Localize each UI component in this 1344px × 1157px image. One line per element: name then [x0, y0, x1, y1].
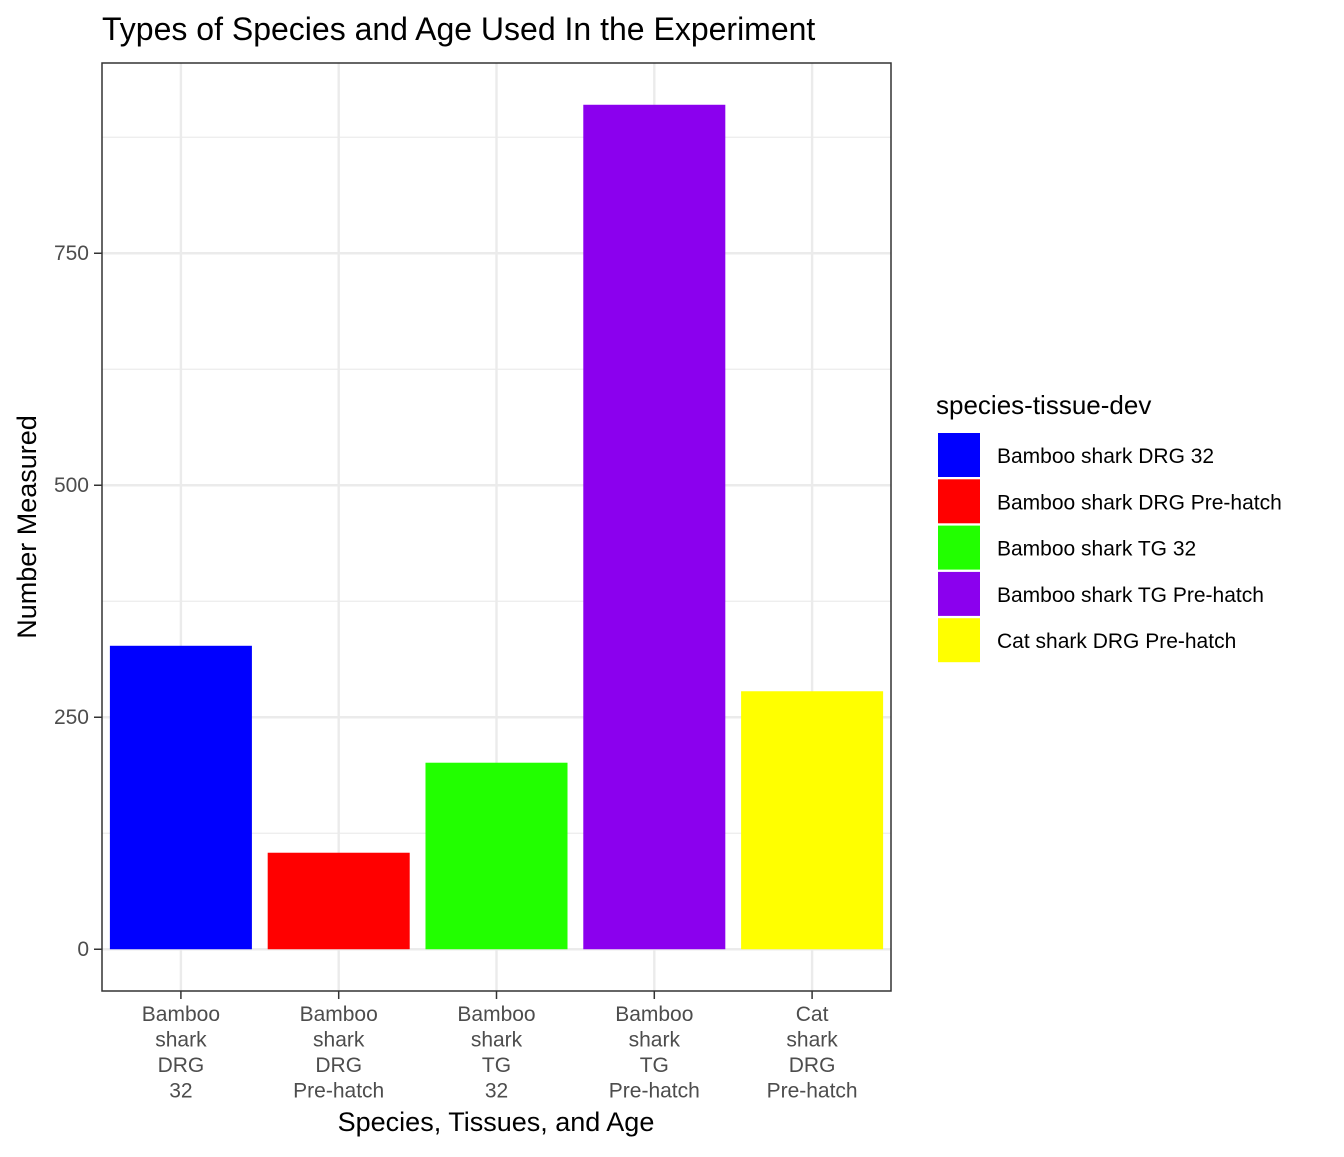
- legend: species-tissue-dev Bamboo shark DRG 32 Ba…: [936, 390, 1282, 663]
- legend-label-3: Bamboo shark TG 32: [997, 538, 1196, 561]
- legend-label-1: Bamboo shark DRG 32: [997, 445, 1214, 468]
- plot-panel: [101, 62, 892, 992]
- x-tick-label: Cat shark DRG Pre-hatch: [767, 1003, 858, 1103]
- y-tick-label: 750: [54, 242, 89, 265]
- y-tick-label: 250: [54, 706, 89, 729]
- x-axis: Bamboo shark DRG 32 Bamboo shark DRG Pre-hatch B…: [142, 991, 858, 1103]
- legend-key-5: [938, 618, 980, 663]
- x-axis-title: Species, Tissues, and Age: [338, 1107, 655, 1137]
- y-tick-label: 0: [77, 938, 89, 961]
- bar-5: [741, 691, 884, 950]
- bar-2: [267, 852, 410, 950]
- legend-label-4: Bamboo shark TG Pre-hatch: [997, 584, 1264, 607]
- bar-3: [425, 762, 568, 950]
- x-tick-label: Bamboo shark DRG Pre-hatch: [293, 1003, 384, 1103]
- legend-key-2: [938, 479, 980, 524]
- bar-4: [583, 104, 726, 950]
- x-tick-label: Bamboo shark TG Pre-hatch: [609, 1003, 700, 1103]
- x-tick-label: Bamboo shark DRG 32: [142, 1003, 220, 1103]
- legend-key-4: [938, 571, 980, 616]
- x-tick-label: Bamboo shark TG 32: [457, 1003, 535, 1103]
- chart-title: Types of Species and Age Used In the Exp…: [102, 11, 815, 47]
- legend-label-2: Bamboo shark DRG Pre-hatch: [997, 491, 1282, 514]
- bar-1: [109, 645, 252, 950]
- y-axis-title: Number Measured: [12, 415, 42, 639]
- y-axis: 0 250 500 750: [54, 242, 102, 961]
- y-tick-label: 500: [54, 474, 89, 497]
- legend-key-1: [938, 433, 980, 477]
- legend-label-5: Cat shark DRG Pre-hatch: [997, 630, 1236, 653]
- legend-key-3: [938, 525, 980, 570]
- legend-title: species-tissue-dev: [936, 390, 1151, 420]
